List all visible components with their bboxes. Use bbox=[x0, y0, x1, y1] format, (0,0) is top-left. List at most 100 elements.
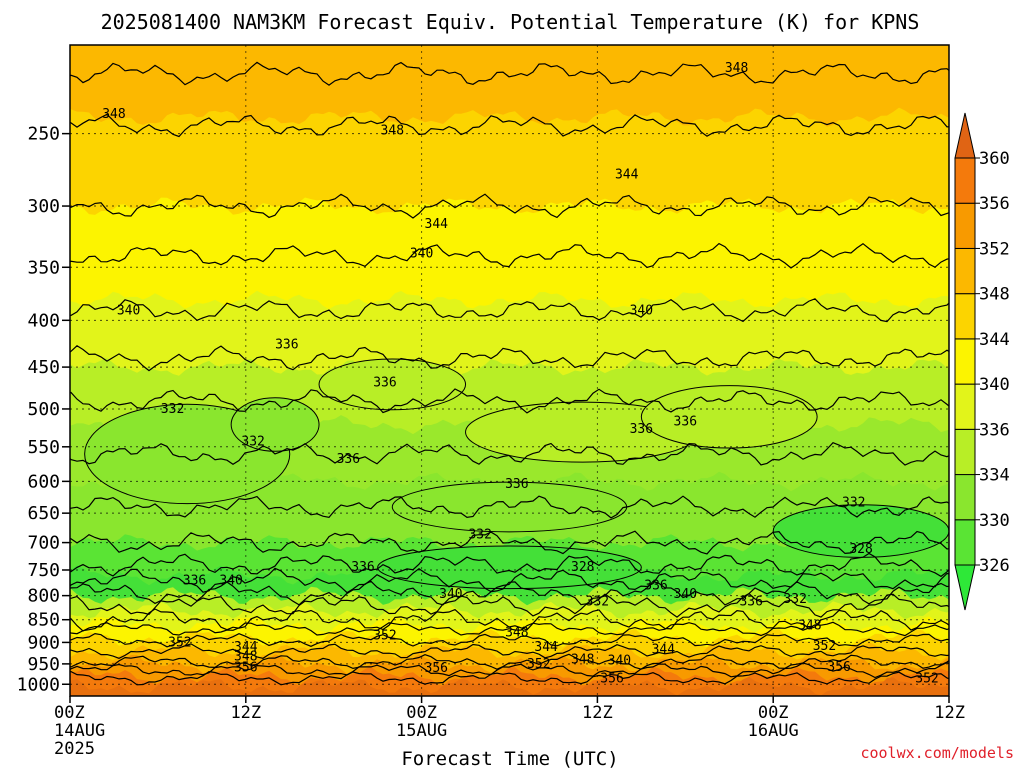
colorbar-label: 330 bbox=[979, 511, 1010, 531]
contour-330 bbox=[70, 567, 949, 594]
x-tick-date: 14AUG bbox=[54, 721, 105, 741]
y-tick-label: 450 bbox=[27, 357, 60, 378]
band-350 bbox=[70, 45, 949, 138]
y-tick-label: 250 bbox=[27, 124, 60, 145]
contour-label: 344 bbox=[425, 217, 449, 232]
gridlines bbox=[70, 45, 949, 696]
contour-label: 356 bbox=[234, 661, 257, 676]
colorbar-label: 336 bbox=[979, 420, 1010, 440]
contour-label: 332 bbox=[586, 595, 609, 610]
contour-label: 344 bbox=[615, 167, 639, 182]
y-tick-label: 850 bbox=[27, 610, 60, 631]
colorbar-label: 352 bbox=[979, 239, 1010, 259]
contour-344 bbox=[70, 608, 949, 632]
y-tick-label: 550 bbox=[27, 437, 60, 458]
contour-label: 348 bbox=[725, 61, 748, 76]
colorbar-label: 326 bbox=[979, 556, 1010, 576]
colorbar-label: 348 bbox=[979, 285, 1010, 305]
contour-352 bbox=[70, 632, 949, 648]
y-tick-label: 800 bbox=[27, 586, 60, 607]
contour-label: 352 bbox=[373, 628, 396, 643]
x-tick-label: 00Z bbox=[406, 703, 437, 723]
x-tick-label: 00Z bbox=[54, 703, 85, 723]
contour-label: 336 bbox=[373, 376, 396, 391]
band-348 bbox=[70, 107, 949, 227]
contour-328 bbox=[70, 552, 949, 578]
contour-label: 340 bbox=[439, 587, 462, 602]
colorbar-label: 340 bbox=[979, 375, 1010, 395]
x-tick-date: 15AUG bbox=[396, 721, 447, 741]
band-358 bbox=[65, 696, 954, 726]
y-tick-label: 600 bbox=[27, 471, 60, 492]
contour-label: 340 bbox=[630, 303, 653, 318]
contour-336 bbox=[70, 388, 949, 414]
x-tick-label: 12Z bbox=[230, 703, 261, 723]
contour-label: 336 bbox=[275, 337, 298, 352]
y-tick-label: 1000 bbox=[17, 674, 60, 695]
colorbar-segment bbox=[954, 293, 976, 340]
contour-340 bbox=[70, 298, 949, 323]
y-tick-label: 650 bbox=[27, 503, 60, 524]
chart-title: 2025081400 NAM3KM Forecast Equiv. Potent… bbox=[101, 10, 920, 34]
colorbar-label: 360 bbox=[979, 149, 1010, 169]
contour-label: 348 bbox=[102, 107, 125, 122]
contour-336 bbox=[70, 580, 949, 606]
contour-label: 340 bbox=[674, 587, 697, 602]
y-tick-label: 350 bbox=[27, 257, 60, 278]
y-tick-label: 300 bbox=[27, 196, 60, 217]
contour-332 bbox=[70, 495, 949, 519]
contour-label: 356 bbox=[827, 660, 850, 675]
y-tick-label: 750 bbox=[27, 560, 60, 581]
colorbar-segment bbox=[954, 202, 976, 249]
plot-frame bbox=[69, 44, 950, 697]
contour-label: 328 bbox=[571, 560, 594, 575]
y-tick-label: 500 bbox=[27, 399, 60, 420]
plot-area bbox=[65, 45, 954, 726]
contour-label: 336 bbox=[630, 422, 653, 437]
x-tick-label: 12Z bbox=[582, 703, 613, 723]
contour-338 bbox=[70, 345, 949, 372]
contour-label: 356 bbox=[600, 671, 623, 686]
contour-label: 336 bbox=[644, 579, 667, 594]
colorbar-segment bbox=[954, 157, 976, 204]
contour-label: 336 bbox=[337, 452, 360, 467]
contour-344 bbox=[70, 193, 949, 219]
x-tick-label: 12Z bbox=[934, 703, 965, 723]
contour-label: 348 bbox=[571, 653, 594, 668]
contour-334 bbox=[70, 441, 949, 466]
contour-label: 352 bbox=[915, 671, 938, 686]
contour-label: 336 bbox=[674, 414, 697, 429]
contour-label: 332 bbox=[783, 592, 806, 607]
x-axis-label: Forecast Time (UTC) bbox=[401, 748, 618, 768]
contour-label: 340 bbox=[410, 246, 433, 261]
contour-340 bbox=[70, 592, 949, 618]
y-tick-label: 700 bbox=[27, 533, 60, 554]
contour-labels: 348 348 348 344 344 340 340 340 336 336 332 332 336 3… bbox=[102, 61, 939, 686]
contour-label: 352 bbox=[813, 639, 836, 654]
contour-label: 340 bbox=[608, 654, 631, 669]
contour-label: 332 bbox=[842, 496, 865, 511]
contour-348 bbox=[70, 621, 949, 637]
colorbar: 326 330 334 336 340 344 348 352 356 360 bbox=[954, 112, 1010, 611]
region-7 bbox=[318, 358, 467, 411]
contour-label: 348 bbox=[505, 626, 528, 641]
region-1 bbox=[377, 545, 642, 590]
contour-label: 348 bbox=[798, 619, 821, 634]
band-340 bbox=[70, 290, 949, 388]
y-tick-label: 900 bbox=[27, 632, 60, 653]
x-tick-date: 16AUG bbox=[748, 721, 799, 741]
y-axis: 2503003504004505005506006507007508008509… bbox=[17, 124, 70, 695]
contour-label: 332 bbox=[468, 528, 491, 543]
contour-label: 328 bbox=[849, 542, 872, 557]
colorbar-label: 334 bbox=[979, 466, 1010, 486]
colorbar-label: 356 bbox=[979, 194, 1010, 214]
contour-356 bbox=[70, 661, 949, 679]
contour-lines bbox=[70, 61, 949, 686]
contour-356 bbox=[70, 670, 949, 686]
contour-label: 336 bbox=[183, 573, 206, 588]
contour-label: 352 bbox=[527, 657, 550, 672]
contour-label: 332 bbox=[241, 435, 264, 450]
band-357 bbox=[70, 676, 949, 696]
contour-354 bbox=[70, 653, 949, 670]
colorbar-arrow-high bbox=[954, 112, 976, 159]
